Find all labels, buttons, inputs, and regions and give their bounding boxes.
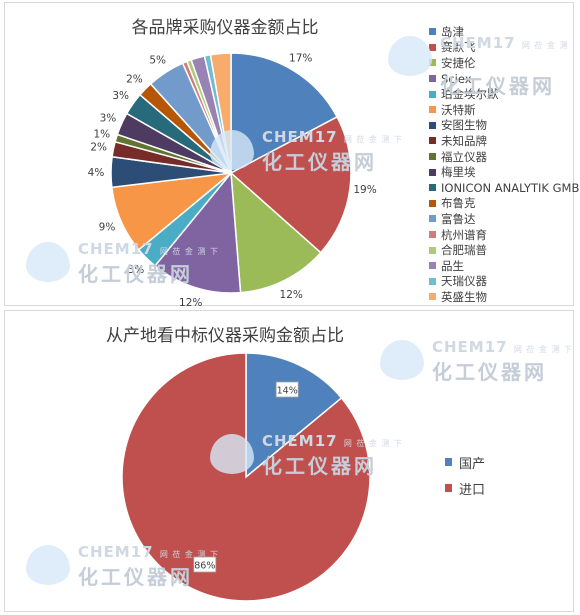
data-label: 86% (194, 561, 215, 572)
legend-label: 沃特斯 (441, 102, 476, 117)
legend-item: 安捷伦 (429, 55, 580, 71)
origin-share-chart-panel: 从产地看中标仪器采购金额占比 14% 86% 国产进口 (4, 310, 574, 612)
legend-item: 布鲁克 (429, 196, 580, 212)
data-label: 9% (99, 221, 116, 233)
legend-swatch (429, 90, 436, 98)
legend-item: 国产 (445, 449, 485, 475)
legend-label: 赛默飞 (441, 40, 476, 55)
legend-label: 国产 (459, 456, 486, 472)
legend-swatch (429, 199, 436, 207)
legend-swatch (429, 293, 436, 301)
legend-swatch (429, 59, 436, 67)
legend-label: 安捷伦 (441, 55, 476, 70)
data-label: 3% (112, 90, 129, 102)
legend-swatch (429, 153, 436, 161)
pie-slice (153, 171, 242, 294)
legend-swatch (445, 484, 452, 492)
legend-item: Sciex (429, 71, 580, 87)
legend-label: 岛津 (441, 24, 464, 39)
data-label: 4% (88, 167, 105, 179)
legend-label: Sciex (441, 71, 472, 86)
pie-slice (245, 352, 343, 479)
legend-item: 天瑞仪器 (429, 274, 580, 290)
legend-swatch (429, 246, 436, 254)
brand-share-chart-panel: 各品牌采购仪器金额占比 17% 19% 12% 12% 3% 9% 4% 2% 1% 3% 3% 2%… (4, 2, 580, 309)
legend-item: 福立仪器 (429, 149, 580, 165)
legend-label: 英盛生物 (441, 289, 487, 304)
data-label: 14% (277, 386, 298, 397)
legend-label: 天瑞仪器 (441, 274, 487, 289)
legend-label: 布鲁克 (441, 196, 476, 211)
data-label: 17% (289, 52, 312, 64)
legend-swatch (429, 28, 436, 36)
legend-item: 合肥瑞普 (429, 242, 580, 258)
legend-swatch (429, 231, 436, 239)
legend-label: 安图生物 (441, 118, 487, 133)
legend-label: 杭州谱育 (441, 227, 487, 242)
legend-swatch (429, 215, 436, 223)
legend-label: 富鲁达 (441, 211, 476, 226)
legend-label: IONICON ANALYTIK GMBH (441, 180, 580, 195)
legend-label: 进口 (459, 482, 486, 498)
origin-pie-chart: 14% 86% (121, 352, 371, 602)
legend-swatch (429, 184, 436, 192)
pie-slice (230, 171, 322, 294)
chart-title: 各品牌采购仪器金额占比 (131, 18, 319, 38)
pie-slice (230, 52, 339, 175)
brand-legend: 岛津 赛默飞 安捷伦 Sciex 珀金埃尔默 沃特斯 安图生物 未知品牌 福立仪器 梅里埃 IONI… (429, 24, 580, 305)
data-label: 12% (179, 297, 202, 309)
legend-item: 安图生物 (429, 118, 580, 134)
legend-item: 未知品牌 (429, 133, 580, 149)
data-label: 3% (128, 264, 145, 276)
legend-swatch (429, 43, 436, 51)
legend-swatch (429, 75, 436, 83)
legend-label: 梅里埃 (441, 165, 476, 180)
data-label: 2% (126, 74, 143, 86)
legend-swatch (429, 262, 436, 270)
legend-item: 梅里埃 (429, 164, 580, 180)
chart-title: 从产地看中标仪器采购金额占比 (106, 326, 344, 346)
legend-swatch (429, 106, 436, 114)
legend-swatch (445, 458, 452, 466)
brand-pie-chart: 17%19%12%12%3%9%4%2%1%3%3%2%5% (88, 52, 377, 309)
legend-item: 英盛生物 (429, 289, 580, 305)
legend-item: 沃特斯 (429, 102, 580, 118)
legend-item: IONICON ANALYTIK GMBH (429, 180, 580, 196)
legend-item: 进口 (445, 475, 485, 501)
legend-label: 珀金埃尔默 (441, 87, 499, 102)
origin-legend: 国产 进口 (445, 449, 485, 501)
legend-item: 品生 (429, 258, 580, 274)
legend-swatch (429, 121, 436, 129)
legend-item: 富鲁达 (429, 211, 580, 227)
pie-slice (229, 115, 352, 254)
legend-label: 品生 (441, 258, 464, 273)
data-label: 3% (100, 113, 117, 125)
legend-item: 岛津 (429, 24, 580, 40)
data-label: 1% (93, 129, 110, 141)
data-label-box (275, 381, 299, 398)
legend-label: 福立仪器 (441, 149, 487, 164)
data-label: 12% (280, 289, 303, 301)
data-label-box (193, 556, 217, 573)
data-label: 2% (90, 141, 107, 153)
legend-item: 珀金埃尔默 (429, 86, 580, 102)
legend-swatch (429, 168, 436, 176)
data-label: 19% (353, 184, 376, 196)
legend-item: 杭州谱育 (429, 227, 580, 243)
legend-label: 合肥瑞普 (441, 243, 487, 258)
legend-swatch (429, 137, 436, 145)
legend-swatch (429, 277, 436, 285)
legend-item: 赛默飞 (429, 40, 580, 56)
data-label: 5% (149, 55, 166, 67)
pie-slice (121, 352, 371, 602)
legend-label: 未知品牌 (441, 133, 487, 148)
